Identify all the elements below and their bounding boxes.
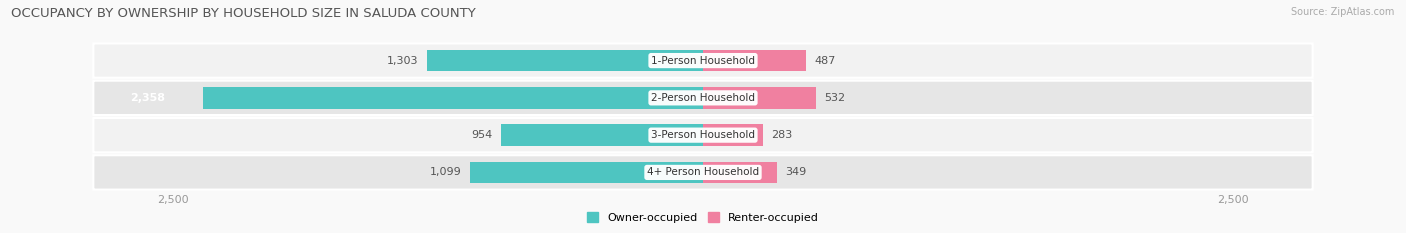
Text: 954: 954 bbox=[471, 130, 492, 140]
Bar bbox=[703, 162, 778, 183]
Text: 2-Person Household: 2-Person Household bbox=[651, 93, 755, 103]
FancyBboxPatch shape bbox=[93, 155, 1313, 190]
Text: 487: 487 bbox=[814, 56, 837, 65]
Bar bbox=[501, 124, 703, 146]
Bar bbox=[202, 87, 703, 109]
Text: 1-Person Household: 1-Person Household bbox=[651, 56, 755, 65]
FancyBboxPatch shape bbox=[93, 118, 1313, 152]
Text: 1,099: 1,099 bbox=[430, 168, 461, 177]
Text: 4+ Person Household: 4+ Person Household bbox=[647, 168, 759, 177]
Text: OCCUPANCY BY OWNERSHIP BY HOUSEHOLD SIZE IN SALUDA COUNTY: OCCUPANCY BY OWNERSHIP BY HOUSEHOLD SIZE… bbox=[11, 7, 477, 20]
Bar bbox=[703, 50, 806, 71]
Text: 532: 532 bbox=[824, 93, 845, 103]
Text: 2,358: 2,358 bbox=[131, 93, 166, 103]
Bar bbox=[426, 50, 703, 71]
FancyBboxPatch shape bbox=[93, 81, 1313, 115]
Text: 283: 283 bbox=[772, 130, 793, 140]
FancyBboxPatch shape bbox=[93, 43, 1313, 78]
Bar bbox=[470, 162, 703, 183]
Legend: Owner-occupied, Renter-occupied: Owner-occupied, Renter-occupied bbox=[582, 208, 824, 227]
Bar bbox=[703, 87, 815, 109]
Text: Source: ZipAtlas.com: Source: ZipAtlas.com bbox=[1291, 7, 1395, 17]
Text: 1,303: 1,303 bbox=[387, 56, 418, 65]
Text: 3-Person Household: 3-Person Household bbox=[651, 130, 755, 140]
Bar bbox=[703, 124, 763, 146]
Text: 349: 349 bbox=[786, 168, 807, 177]
